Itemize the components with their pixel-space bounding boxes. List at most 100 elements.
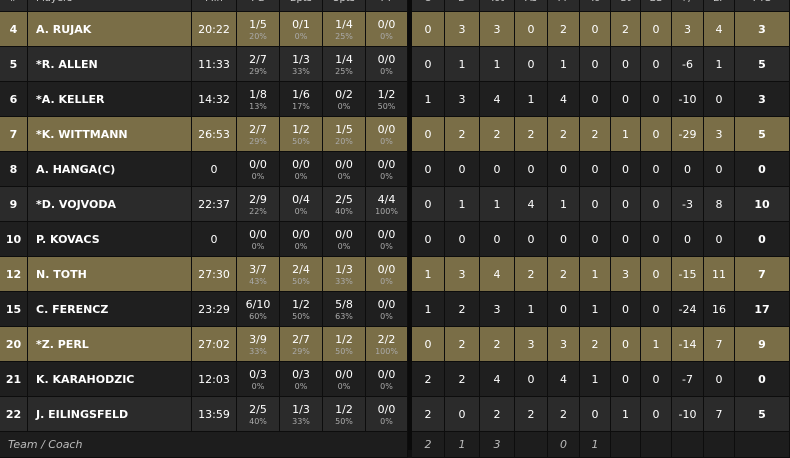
blocks-cell: 0 — [641, 257, 672, 292]
percentage: 0% — [337, 101, 351, 111]
made-attempted: 1/3 — [292, 52, 310, 66]
turnovers: 0 — [591, 162, 599, 176]
turnovers: 0 — [591, 197, 599, 211]
minutes: 26:53 — [198, 127, 230, 141]
team-stat: 2 — [424, 438, 432, 451]
points-cell: 10 — [735, 187, 790, 222]
minutes-cell: 26:53 — [192, 117, 237, 152]
minutes-cell: 13:59 — [192, 397, 237, 432]
plus-minus-cell: -10 — [672, 82, 704, 117]
number-cell: 15 — [0, 292, 28, 327]
dreb: 3 — [458, 92, 466, 106]
header-cell: BS — [641, 0, 672, 12]
plus-minus: -24 — [678, 302, 697, 316]
fouls: 1 — [560, 57, 567, 71]
percentage: 20% — [335, 136, 353, 146]
made-attempted: 2/5 — [335, 192, 353, 206]
header-cell: 2pts — [280, 0, 323, 12]
percentage: 33% — [249, 346, 267, 356]
made-attempted: 0/0 — [377, 17, 396, 31]
plus-minus-cell: -7 — [672, 362, 704, 397]
separator — [408, 0, 412, 450]
assists-cell: 1 — [515, 292, 548, 327]
efficiency: 0 — [715, 92, 723, 106]
fouls-cell: 2 — [548, 257, 580, 292]
header-cell: Min — [192, 0, 237, 12]
team-label: Team / Coach — [8, 438, 83, 451]
assists-cell: 4 — [515, 187, 548, 222]
plus-minus: -3 — [682, 197, 693, 211]
assists: 3 — [527, 337, 535, 351]
minutes-cell: 20:22 — [192, 12, 237, 47]
two-pts-cell: 2/4 50% — [280, 257, 323, 292]
total-reb: 3 — [493, 22, 501, 36]
points-cell: 7 — [735, 257, 790, 292]
oreb-cell: 0 — [412, 47, 445, 82]
team-stat-cell: 3 — [480, 432, 515, 458]
blocks: 0 — [652, 197, 660, 211]
oreb-cell: 0 — [412, 222, 445, 257]
two-pts-cell: 0/0 0% — [280, 152, 323, 187]
dreb-cell: 0 — [445, 222, 480, 257]
efficiency-cell: 7 — [704, 397, 735, 432]
assists: 0 — [527, 57, 535, 71]
points: 0 — [758, 232, 766, 246]
header-cell: To — [580, 0, 611, 12]
three-pts-cell: 0/0 0% — [323, 152, 366, 187]
steals: 0 — [622, 92, 629, 106]
dreb-cell: 2 — [445, 327, 480, 362]
made-attempted: 0/1 — [292, 17, 310, 31]
three-pts-cell: 0/0 0% — [323, 222, 366, 257]
turnovers-cell: 0 — [580, 12, 611, 47]
minutes: 22:37 — [198, 197, 230, 211]
total-reb: 3 — [493, 302, 501, 316]
made-attempted: 0/0 — [335, 157, 353, 171]
header-label: FG — [251, 0, 265, 4]
efficiency-cell: 4 — [704, 12, 735, 47]
turnovers-cell: 1 — [580, 292, 611, 327]
points: 9 — [758, 337, 766, 351]
turnovers: 1 — [591, 267, 599, 281]
efficiency-cell: 3 — [704, 117, 735, 152]
team-stat-cell — [704, 432, 735, 458]
player-cell: *K. WITTMANN — [28, 117, 192, 152]
dreb: 3 — [458, 267, 466, 281]
blocks: 0 — [652, 267, 660, 281]
turnovers-cell: 0 — [580, 152, 611, 187]
percentage: 0% — [251, 171, 265, 181]
percentage: 0% — [251, 381, 265, 391]
plus-minus-cell: -3 — [672, 187, 704, 222]
player: N. TOTH — [36, 267, 87, 281]
oreb: 1 — [424, 267, 432, 281]
header-cell: PTS — [735, 0, 790, 12]
percentage: 0% — [294, 206, 308, 216]
plus-minus: -10 — [678, 407, 697, 421]
assists: 0 — [527, 162, 535, 176]
two-pts-cell: 0/3 0% — [280, 362, 323, 397]
blocks: 0 — [652, 372, 660, 386]
fouls-cell: 1 — [548, 187, 580, 222]
points: 5 — [758, 57, 766, 71]
three-pts-cell: 5/8 63% — [323, 292, 366, 327]
plus-minus: -7 — [682, 372, 693, 386]
assists-cell: 0 — [515, 47, 548, 82]
fouls-cell: 1 — [548, 47, 580, 82]
total-reb: 4 — [493, 92, 501, 106]
plus-minus-cell: -6 — [672, 47, 704, 82]
fouls-cell: 0 — [548, 152, 580, 187]
steals: 0 — [622, 197, 629, 211]
oreb-cell: 1 — [412, 82, 445, 117]
points-cell: 3 — [735, 12, 790, 47]
ft-cell: 1/2 50% — [366, 82, 408, 117]
ft-cell: 0/0 0% — [366, 257, 408, 292]
steals-cell: 0 — [611, 292, 641, 327]
turnovers: 0 — [591, 57, 599, 71]
player-cell: *A. KELLER — [28, 82, 192, 117]
percentage: 0% — [380, 31, 393, 41]
two-pts-cell: 0/0 0% — [280, 222, 323, 257]
three-pts-cell: 0/2 0% — [323, 82, 366, 117]
player-cell: *D. VOJVODA — [28, 187, 192, 222]
assists: 0 — [527, 232, 535, 246]
efficiency: 0 — [715, 162, 723, 176]
